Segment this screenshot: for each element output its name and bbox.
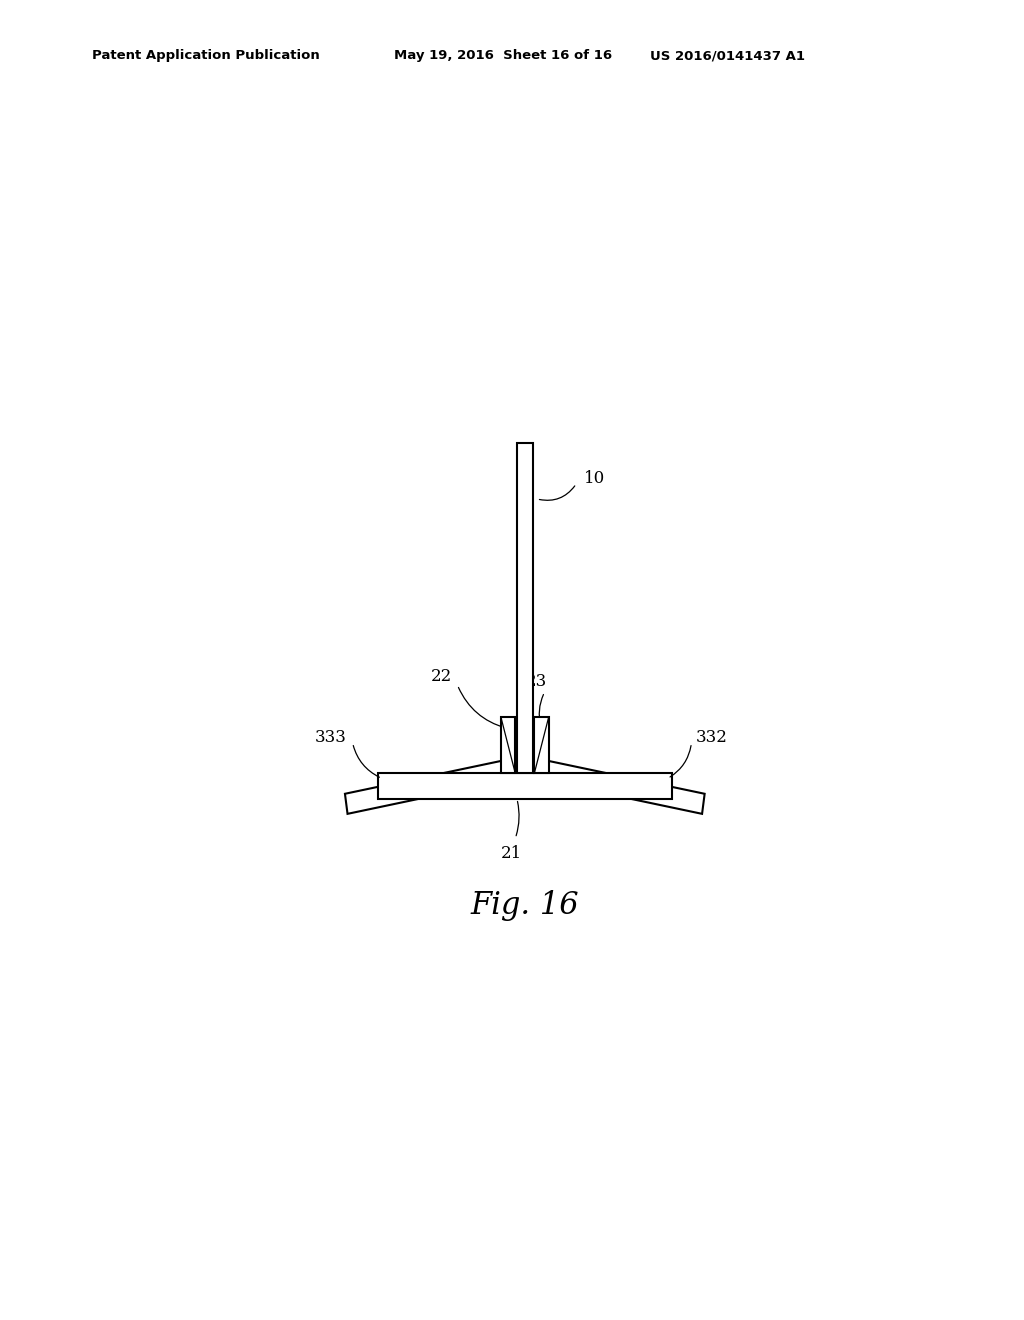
Text: 332: 332 [695,729,727,746]
Polygon shape [532,734,549,774]
Text: May 19, 2016  Sheet 16 of 16: May 19, 2016 Sheet 16 of 16 [394,49,612,62]
Text: Patent Application Publication: Patent Application Publication [92,49,319,62]
Polygon shape [534,758,705,814]
Bar [378,774,672,799]
Polygon shape [501,734,517,774]
Bar [535,718,549,774]
Text: US 2016/0141437 A1: US 2016/0141437 A1 [650,49,805,62]
Bar [501,718,515,774]
Bar [517,444,532,774]
Text: 21: 21 [501,845,522,862]
Text: Fig. 16: Fig. 16 [470,890,580,921]
Text: 333: 333 [314,729,346,746]
Text: 23: 23 [526,673,548,690]
Polygon shape [345,758,516,814]
Text: 10: 10 [585,470,605,487]
Text: 22: 22 [431,668,453,685]
